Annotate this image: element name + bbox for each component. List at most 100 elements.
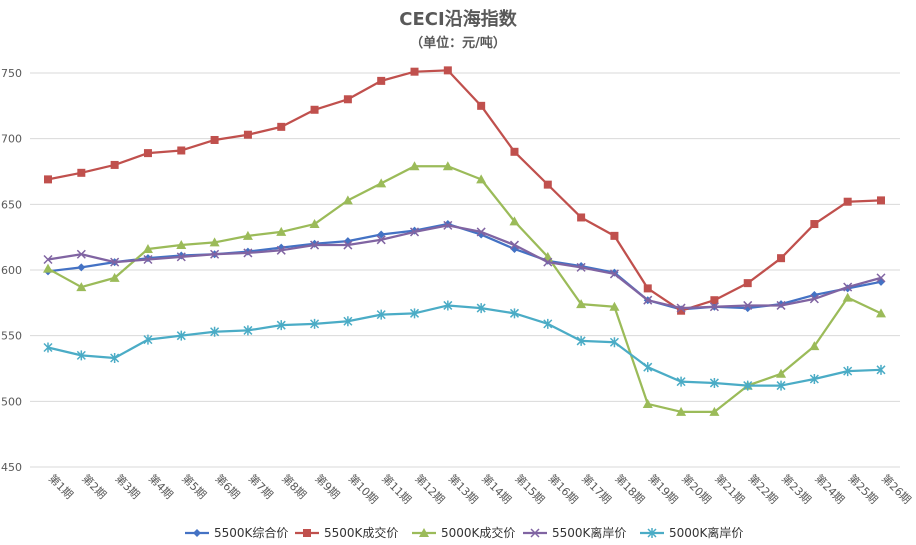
- data-point: [143, 149, 152, 158]
- data-point: [110, 160, 119, 169]
- data-point: [609, 301, 620, 311]
- data-point: [409, 227, 420, 237]
- data-point: [409, 308, 420, 319]
- legend-marker: [530, 528, 540, 538]
- x-tick-label: 第4期: [146, 471, 176, 501]
- data-point: [543, 257, 553, 267]
- data-point: [809, 341, 820, 351]
- data-point: [609, 337, 619, 348]
- legend-label: 5500K综合价: [214, 525, 288, 540]
- series-line: [47, 224, 882, 310]
- data-point: [642, 398, 653, 408]
- x-tick-label: 第21期: [712, 471, 747, 506]
- data-point: [776, 368, 787, 378]
- data-point: [643, 362, 653, 373]
- data-point: [476, 227, 486, 237]
- data-point: [77, 168, 86, 177]
- x-tick-label: 第14期: [479, 471, 514, 506]
- data-point: [876, 364, 886, 375]
- data-point: [577, 213, 586, 222]
- chart-title: CECI沿海指数: [399, 8, 517, 30]
- data-point: [576, 335, 586, 346]
- y-tick-label: 650: [1, 198, 22, 211]
- gridlines: [30, 72, 900, 468]
- series-5: [43, 300, 886, 391]
- data-point: [43, 342, 53, 353]
- x-tick-label: 第9期: [312, 471, 342, 501]
- data-point: [543, 318, 553, 329]
- data-point: [77, 263, 86, 272]
- chart-subtitle: （单位：元/吨）: [410, 35, 506, 51]
- data-point: [877, 196, 885, 205]
- x-axis-ticks: 第1期 第2期 第3期 第4期 第5期 第6期 第7期 第8期 第9期 第10期第11期第12期第…: [46, 471, 914, 506]
- legend-item: 5000K离岸价: [640, 525, 743, 540]
- x-tick-label: 第11期: [379, 471, 414, 506]
- x-tick-label: 第20期: [679, 471, 714, 506]
- data-point: [476, 303, 486, 314]
- data-point: [676, 303, 686, 313]
- x-tick-label: 第5期: [179, 471, 209, 501]
- data-point: [809, 294, 819, 304]
- data-point: [243, 325, 253, 336]
- y-tick-label: 550: [1, 330, 22, 343]
- legend-marker: [193, 529, 201, 537]
- legend-marker: [303, 529, 311, 537]
- data-point: [243, 248, 253, 258]
- data-point: [76, 249, 86, 259]
- data-point: [142, 243, 153, 253]
- x-tick-label: 第23期: [779, 471, 814, 506]
- data-point: [176, 240, 187, 250]
- data-point: [76, 350, 86, 361]
- y-tick-label: 750: [1, 67, 22, 80]
- data-point: [776, 300, 786, 310]
- legend-item: 5000K成交价: [412, 525, 515, 540]
- legend-label: 5500K离岸价: [552, 525, 626, 540]
- data-point: [709, 406, 720, 416]
- x-tick-label: 第7期: [246, 471, 276, 501]
- legend: 5500K综合价 5500K成交价 5000K成交价 5500K离岸价 5000K离岸价: [185, 525, 743, 540]
- data-point: [177, 146, 186, 155]
- legend-label: 5000K成交价: [441, 525, 515, 540]
- data-point: [210, 326, 220, 337]
- data-point: [410, 67, 419, 76]
- data-point: [743, 300, 753, 310]
- series-line: [47, 222, 882, 311]
- data-point: [576, 299, 587, 309]
- data-point: [343, 316, 353, 327]
- data-point: [309, 219, 320, 229]
- x-tick-label: 第6期: [212, 471, 242, 501]
- data-point: [310, 105, 319, 114]
- data-point: [643, 284, 652, 293]
- data-point: [176, 252, 186, 262]
- legend-label: 5000K离岸价: [669, 525, 743, 540]
- x-tick-label: 第10期: [346, 471, 381, 506]
- data-point: [709, 377, 719, 388]
- y-tick-label: 450: [1, 461, 22, 474]
- data-point: [76, 282, 87, 292]
- x-tick-label: 第2期: [79, 471, 109, 501]
- data-point: [610, 231, 619, 240]
- data-point: [143, 254, 153, 265]
- data-point: [310, 318, 320, 329]
- data-point: [709, 302, 719, 312]
- x-tick-label: 第12期: [412, 471, 447, 506]
- data-point: [710, 296, 719, 305]
- data-point: [343, 240, 353, 250]
- data-point: [676, 406, 687, 416]
- data-point: [110, 352, 120, 363]
- legend-label: 5500K成交价: [324, 525, 398, 540]
- series-2: [44, 66, 885, 315]
- data-point: [509, 240, 520, 250]
- data-point: [509, 308, 520, 319]
- series-line: [47, 165, 882, 413]
- y-tick-label: 500: [1, 395, 22, 408]
- data-point: [376, 309, 386, 320]
- data-point: [543, 180, 552, 189]
- x-tick-label: 第16期: [546, 471, 581, 506]
- legend-marker: [419, 528, 429, 537]
- series-3: [43, 161, 886, 416]
- x-tick-label: 第25期: [846, 471, 881, 506]
- data-point: [643, 295, 653, 305]
- data-point: [476, 174, 487, 184]
- data-point: [209, 237, 220, 247]
